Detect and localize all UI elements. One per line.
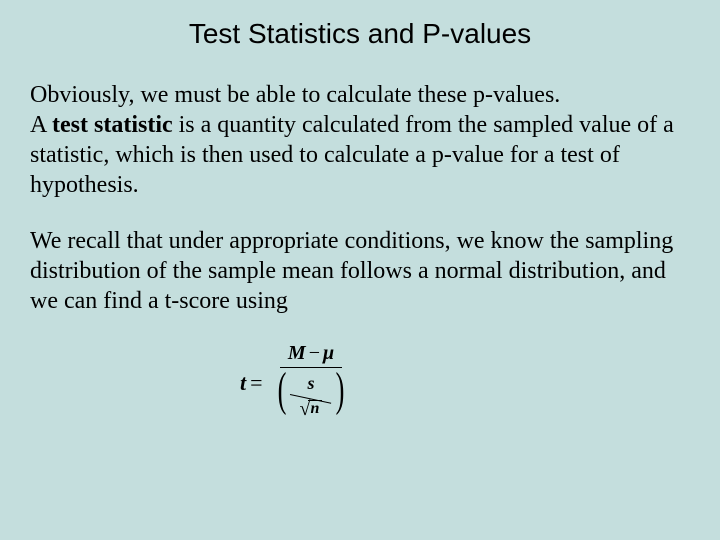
radicand-n: n <box>308 400 323 417</box>
paragraph-2: We recall that under appropriate conditi… <box>30 226 690 316</box>
formula-numerator: M−μ <box>280 342 342 368</box>
para1-line2a: A <box>30 112 52 138</box>
page-title: Test Statistics and P-values <box>90 18 630 50</box>
equals-sign: = <box>250 370 262 395</box>
formula-fraction: M−μ ( s √n ) <box>280 342 342 420</box>
inner-numerator-s: s <box>290 374 332 393</box>
left-paren: ( <box>278 366 287 414</box>
formula-t: t <box>240 370 246 395</box>
numerator-M: M <box>288 342 306 364</box>
numerator-minus: − <box>309 342 320 364</box>
t-score-formula: t= M−μ ( s √n <box>240 342 400 432</box>
formula-lhs: t= <box>240 370 267 396</box>
para1-bold-term: test statistic <box>52 112 173 138</box>
inner-denominator: √n <box>290 396 332 418</box>
numerator-mu: μ <box>323 342 334 364</box>
sqrt: √n <box>300 398 323 419</box>
inner-fraction: s √n <box>290 374 332 418</box>
slide: Test Statistics and P-values Obviously, … <box>0 0 720 437</box>
formula-container: t= M−μ ( s √n <box>30 342 690 437</box>
formula-denominator: ( s √n ) <box>280 368 342 420</box>
right-paren: ) <box>336 366 345 414</box>
para1-line1: Obviously, we must be able to calculate … <box>30 82 560 108</box>
paragraph-1: Obviously, we must be able to calculate … <box>30 80 690 200</box>
